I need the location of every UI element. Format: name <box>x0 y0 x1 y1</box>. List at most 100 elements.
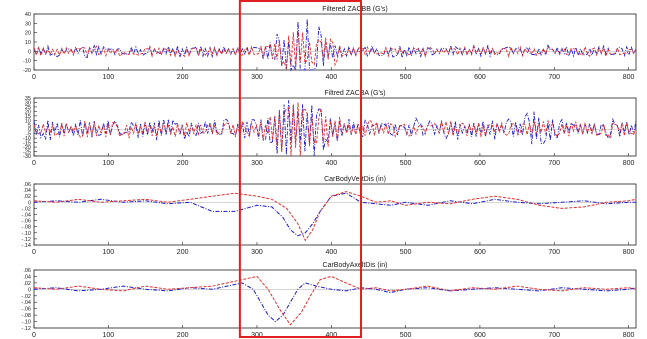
x-tick-label: 400 <box>325 332 337 339</box>
y-tick-label: -.08 <box>22 313 31 319</box>
panel-title: Filtered ZACBB (G's) <box>322 6 388 13</box>
y-tick-label: 15 <box>25 114 31 120</box>
x-tick-label: 0 <box>32 332 36 339</box>
y-tick-label: .06 <box>23 182 31 188</box>
panel-4: CarBodyAxeltDis (in).06.04.020-.02-.04-.… <box>22 262 637 339</box>
series-line-red <box>33 102 637 157</box>
x-tick-label: 0 <box>32 74 36 81</box>
y-tick-label: 0 <box>28 49 31 55</box>
y-tick-label: 20 <box>25 31 31 37</box>
x-tick-label: 800 <box>623 160 635 167</box>
x-tick-label: 800 <box>623 249 635 256</box>
x-tick-label: 400 <box>325 160 337 167</box>
series-line-red <box>33 191 637 242</box>
plot-frame <box>33 269 637 329</box>
y-tick-label: -25 <box>23 150 31 156</box>
x-tick-label: 200 <box>177 160 189 167</box>
y-tick-label: -10 <box>23 59 31 65</box>
panel-3: CarBodyVertDis (in).06.04.020-.02-.04-.0… <box>22 176 637 256</box>
y-tick-label: .04 <box>23 274 31 280</box>
y-tick-label: .02 <box>23 194 31 200</box>
plot-frame <box>33 13 637 71</box>
y-tick-label: -15 <box>23 141 31 147</box>
x-tick-label: 100 <box>102 332 114 339</box>
x-tick-label: 700 <box>548 332 560 339</box>
x-tick-label: 100 <box>102 249 114 256</box>
y-tick-label: -.12 <box>22 326 31 332</box>
y-tick-label: -.02 <box>22 206 31 212</box>
y-tick-label: -.08 <box>22 225 31 231</box>
y-tick-label: 30 <box>25 21 31 27</box>
y-tick-label: -.06 <box>22 219 31 225</box>
x-tick-label: 400 <box>325 249 337 256</box>
x-tick-label: 400 <box>325 74 337 81</box>
plot-frame <box>33 97 637 157</box>
y-tick-label: -.12 <box>22 237 31 243</box>
panel-2: Filtred ZACBA (G's)35302520151050-5-10-1… <box>23 90 637 167</box>
y-tick-label: -.10 <box>22 231 31 237</box>
series-line-blue <box>33 282 637 323</box>
x-tick-label: 100 <box>102 160 114 167</box>
series-line-blue <box>33 100 637 157</box>
x-tick-label: 500 <box>400 332 412 339</box>
x-tick-label: 200 <box>177 74 189 81</box>
y-tick-label: 35 <box>25 96 31 102</box>
x-tick-label: 700 <box>548 160 560 167</box>
y-tick-label: -20 <box>23 68 31 74</box>
y-tick-label: 0 <box>28 127 31 133</box>
series-line-red <box>33 275 637 326</box>
series-line-red <box>33 31 637 70</box>
x-tick-label: 300 <box>251 74 263 81</box>
y-tick-label: 40 <box>25 12 31 18</box>
y-tick-label: -.06 <box>22 307 31 313</box>
y-tick-label: 20 <box>25 109 31 115</box>
panel-title: Filtred ZACBA (G's) <box>324 90 385 97</box>
x-tick-label: 300 <box>251 249 263 256</box>
x-tick-label: 600 <box>474 332 486 339</box>
y-tick-label: -30 <box>23 154 31 160</box>
x-tick-label: 600 <box>474 160 486 167</box>
y-tick-label: -5 <box>26 132 31 138</box>
x-tick-label: 300 <box>251 332 263 339</box>
y-tick-label: -.02 <box>22 294 31 300</box>
x-tick-label: 0 <box>32 249 36 256</box>
x-tick-label: 300 <box>251 160 263 167</box>
x-tick-label: 600 <box>474 74 486 81</box>
x-tick-label: 500 <box>400 160 412 167</box>
y-tick-label: -.04 <box>22 300 31 306</box>
y-tick-label: -.10 <box>22 320 31 326</box>
y-tick-label: -.14 <box>22 243 31 249</box>
y-tick-label: 25 <box>25 105 31 111</box>
x-tick-label: 0 <box>32 160 36 167</box>
y-tick-label: -10 <box>23 136 31 142</box>
x-tick-label: 700 <box>548 249 560 256</box>
y-tick-label: 10 <box>25 40 31 46</box>
panel-title: CarBodyAxeltDis (in) <box>323 262 388 269</box>
y-tick-label: .04 <box>23 188 31 194</box>
series-line-blue <box>33 19 637 72</box>
highlight-box <box>238 0 363 338</box>
y-tick-label: -.04 <box>22 213 31 219</box>
x-tick-label: 800 <box>623 332 635 339</box>
y-tick-label: 0 <box>28 200 31 206</box>
y-tick-label: .06 <box>23 268 31 274</box>
series-line-blue <box>33 192 636 237</box>
y-tick-label: 5 <box>28 123 31 129</box>
x-tick-label: 800 <box>623 74 635 81</box>
x-tick-label: 500 <box>400 249 412 256</box>
plot-frame <box>33 183 637 246</box>
y-tick-label: 0 <box>28 287 31 293</box>
x-tick-label: 700 <box>548 74 560 81</box>
x-tick-label: 200 <box>177 249 189 256</box>
y-tick-label: 10 <box>25 118 31 124</box>
x-tick-label: 100 <box>102 74 114 81</box>
x-tick-label: 500 <box>400 74 412 81</box>
y-tick-label: -20 <box>23 145 31 151</box>
panel-title: CarBodyVertDis (in) <box>324 176 386 183</box>
y-tick-label: 30 <box>25 100 31 106</box>
y-tick-label: .02 <box>23 281 31 287</box>
x-tick-label: 600 <box>474 249 486 256</box>
x-tick-label: 200 <box>177 332 189 339</box>
